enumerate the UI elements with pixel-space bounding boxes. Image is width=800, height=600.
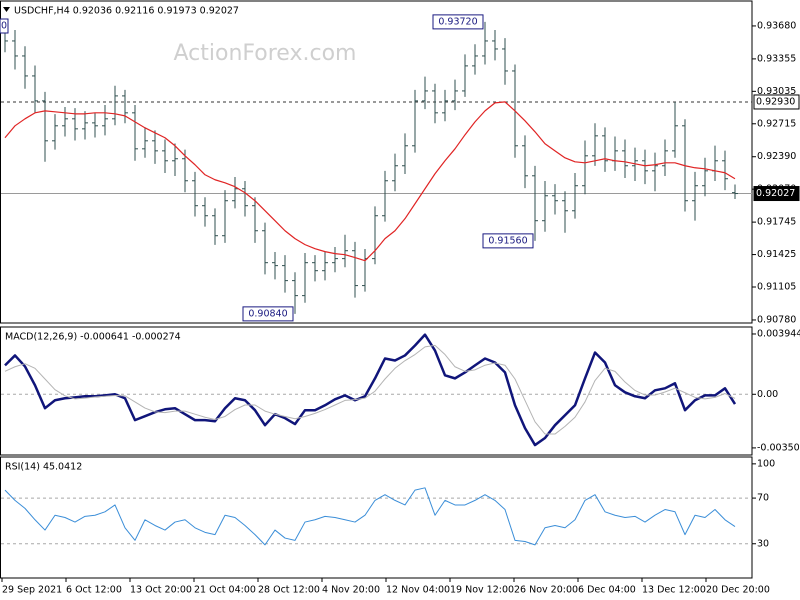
edge-label: 0 [1, 21, 7, 32]
x-tick-label: 4 Nov 20:00 [322, 585, 380, 596]
y-tick-label: 70 [757, 493, 769, 504]
x-tick-label: 6 Oct 12:00 [66, 585, 122, 596]
panel-frame [0, 0, 753, 324]
symbol-menu-icon[interactable] [3, 7, 10, 12]
y-tick-label: 0.92390 [757, 151, 796, 162]
y-tick-label: 0.93035 [757, 86, 796, 97]
x-tick-label: 28 Oct 12:00 [258, 585, 320, 596]
x-tick-label: 6 Dec 04:00 [578, 585, 636, 596]
panel-title: MACD(12,26,9) -0.000641 -0.000274 [5, 332, 181, 343]
edge-label-box [0, 18, 9, 34]
y-tick-label: 0.90780 [757, 314, 796, 325]
x-tick-label: 12 Nov 04:00 [386, 585, 450, 596]
annotation-label: 0.93720 [438, 16, 477, 27]
panel-frame [0, 326, 753, 456]
annotation-label: 0.91560 [488, 235, 527, 246]
indicator-line [4, 344, 736, 435]
y-tick-label: 0.00 [757, 389, 778, 400]
level-box [753, 186, 800, 202]
panel-title: RSI(14) 45.0412 [5, 462, 82, 473]
y-tick-label: 0.91105 [757, 282, 796, 293]
x-tick-label: 13 Oct 20:00 [130, 585, 192, 596]
y-tick-label: 100 [757, 458, 775, 469]
moving-average [4, 101, 736, 262]
y-tick-label: 0.92715 [757, 118, 796, 129]
x-tick-label: 13 Dec 12:00 [642, 585, 706, 596]
y-tick-label: 0.93355 [757, 53, 796, 64]
y-tick-label: 0.91745 [757, 217, 796, 228]
x-tick-label: 20 Dec 20:00 [706, 585, 770, 596]
x-tick-label: 29 Sep 2021 [2, 585, 62, 596]
indicator-line [4, 333, 737, 447]
annotation-box [432, 14, 484, 30]
annotation-box [242, 306, 294, 322]
x-tick-label: 21 Oct 04:00 [194, 585, 256, 596]
level-box [753, 94, 800, 110]
watermark: ActionForex.com [174, 41, 357, 66]
y-tick-label: 0.003944 [757, 328, 800, 339]
indicator-line [4, 487, 736, 546]
x-tick-label: 26 Nov 20:00 [514, 585, 578, 596]
x-tick-label: 19 Nov 12:00 [450, 585, 514, 596]
y-tick-label: 30 [757, 538, 769, 549]
panel-frame [0, 456, 753, 579]
panel-title: USDCHF,H4 0.92036 0.92116 0.91973 0.9202… [14, 6, 239, 17]
y-tick-label: -0.003506 [757, 442, 800, 453]
annotation-label: 0.90840 [248, 308, 287, 319]
y-tick-label: 0.91425 [757, 249, 796, 260]
level-label: 0.92027 [756, 188, 795, 199]
y-tick-label: 0.93680 [757, 20, 796, 31]
annotation-box [482, 233, 534, 249]
level-label: 0.92930 [756, 96, 795, 107]
